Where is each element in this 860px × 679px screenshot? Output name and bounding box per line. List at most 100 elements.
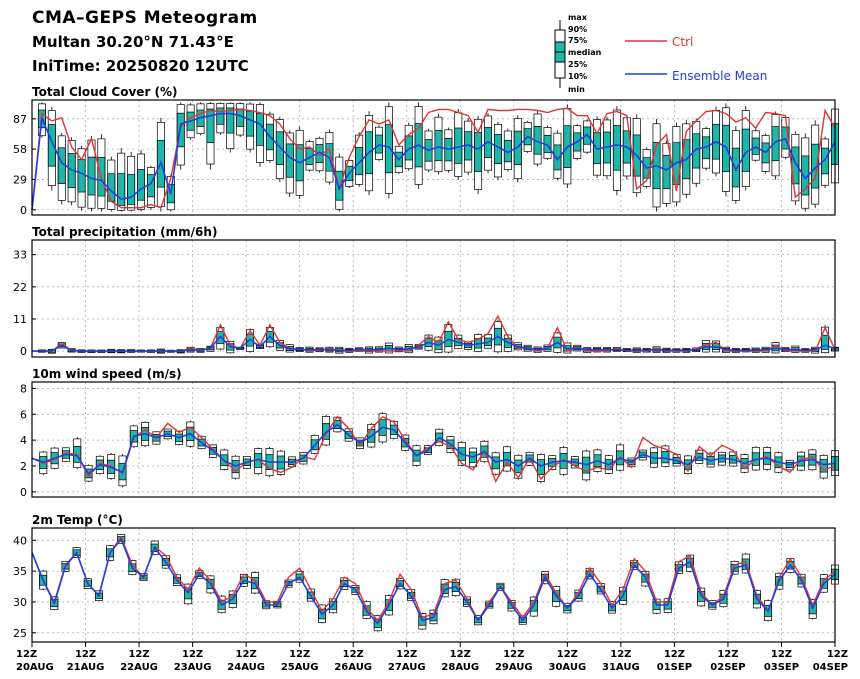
box-inner: [47, 124, 56, 167]
box-inner: [731, 147, 740, 188]
panel-2: 10m wind speed (m/s) 0 2 4 6 8: [20, 367, 839, 499]
y-tick-label: 6: [20, 408, 27, 421]
legend-mean-label: Ensemble Mean: [672, 69, 767, 83]
box-inner: [536, 459, 545, 475]
panel-frame: [31, 239, 836, 358]
y-tick-label: 22: [13, 281, 27, 294]
panel-title: 10m wind speed (m/s): [32, 367, 182, 381]
box-inner: [434, 130, 443, 162]
x-tick-hour: 12Z: [827, 649, 848, 660]
legend-box-label: 90%: [568, 25, 587, 34]
mean-series-line: [32, 335, 836, 352]
x-tick-hour: 12Z: [16, 649, 37, 660]
x-tick-date: 25AUG: [281, 662, 319, 673]
panel-frame: [31, 527, 836, 643]
box-inner: [335, 170, 344, 201]
box-inner: [741, 558, 750, 570]
mean-series-line: [31, 537, 836, 625]
x-tick-date: 24AUG: [227, 662, 265, 673]
panel-title: Total Cloud Cover (%): [32, 85, 178, 99]
y-tick-label: 29: [13, 173, 27, 186]
legend-box-label: median: [568, 48, 602, 57]
x-tick-hour: 12Z: [450, 649, 471, 660]
box-inner: [87, 156, 96, 196]
box-inner: [236, 108, 245, 127]
ctrl-series-line: [31, 107, 836, 210]
x-tick-date: 23AUG: [174, 662, 212, 673]
box-inner: [176, 112, 185, 148]
box-inner: [612, 125, 621, 171]
x-tick-date: 22AUG: [120, 662, 158, 673]
y-tick-label: 25: [13, 627, 27, 640]
chart-title: CMA–GEPS Meteogram: [32, 8, 258, 28]
x-tick-hour: 12Z: [236, 649, 257, 660]
y-tick-label: 4: [20, 434, 27, 447]
box-inner: [384, 124, 393, 174]
x-tick-date: 31AUG: [602, 662, 640, 673]
box-inner: [127, 174, 136, 205]
x-tick-date: 01SEP: [657, 662, 692, 673]
box-inner: [474, 132, 483, 172]
box-inner: [77, 159, 86, 193]
x-tick-hour: 12Z: [289, 649, 310, 660]
panel-title: Total precipitation (mm/6h): [32, 225, 217, 239]
y-tick-label: 40: [13, 534, 27, 547]
box-inner: [246, 110, 255, 137]
y-tick-label: 0: [20, 204, 27, 217]
box-inner: [226, 107, 235, 134]
panel-frame: [31, 99, 836, 216]
box-inner: [117, 173, 126, 206]
panel-1: Total precipitation (mm/6h) 0 11 22 33: [13, 225, 839, 358]
x-tick-hour: 12Z: [396, 649, 417, 660]
ctrl-series-line: [31, 535, 836, 622]
y-tick-label: 87: [13, 113, 27, 126]
box-inner: [821, 147, 830, 175]
x-tick-hour: 12Z: [343, 649, 364, 660]
x-tick-hour: 12Z: [771, 649, 792, 660]
panel-title: 2m Temp (°C): [32, 513, 123, 527]
box-inner: [256, 112, 264, 146]
legend-box-label: max: [568, 13, 588, 22]
x-tick-date: 28AUG: [441, 662, 479, 673]
x-tick-date: 20AUG: [16, 662, 54, 673]
ctrl-series-line: [31, 415, 836, 484]
box-inner: [206, 108, 215, 143]
x-tick-date: 04SEP: [813, 662, 848, 673]
box-inner: [375, 134, 383, 154]
x-tick-hour: 12Z: [75, 649, 96, 660]
legend-box-label: 10%: [568, 72, 587, 81]
x-tick-date: 02SEP: [710, 662, 745, 673]
x-tick-hour: 12Z: [557, 649, 578, 660]
panel-0: Total Cloud Cover (%) 0 29 58 87: [13, 85, 839, 217]
mean-series-line: [31, 112, 836, 210]
x-tick-date: 26AUG: [334, 662, 372, 673]
y-tick-label: 8: [20, 382, 27, 395]
box-inner: [662, 154, 671, 189]
y-tick-label: 11: [13, 313, 27, 326]
mean-series-line: [31, 423, 836, 475]
box-inner: [771, 126, 780, 162]
y-tick-label: 0: [20, 486, 27, 499]
box-inner: [57, 147, 66, 184]
box-inner: [137, 169, 145, 201]
x-tick-date: 30AUG: [548, 662, 586, 673]
x-tick-date: 29AUG: [495, 662, 533, 673]
y-tick-label: 2: [20, 460, 27, 473]
x-tick-hour: 12Z: [182, 649, 203, 660]
x-tick-date: 27AUG: [388, 662, 426, 673]
y-tick-label: 0: [20, 345, 27, 358]
box-inner: [285, 143, 294, 178]
legend-box-label: min: [568, 85, 585, 94]
init-time-label: IniTime: 20250820 12UTC: [32, 57, 249, 75]
box-inner: [821, 334, 830, 350]
location-label: Multan 30.20°N 71.43°E: [32, 33, 234, 51]
box-inner: [305, 148, 314, 165]
x-tick-hour: 12Z: [610, 649, 631, 660]
x-tick-hour: 12Z: [128, 649, 149, 660]
panel-frame: [31, 381, 836, 498]
legend-box-label: 25%: [568, 60, 587, 69]
y-tick-label: 35: [13, 565, 27, 578]
box-inner: [216, 107, 225, 125]
legend-box-label: 75%: [568, 36, 587, 45]
